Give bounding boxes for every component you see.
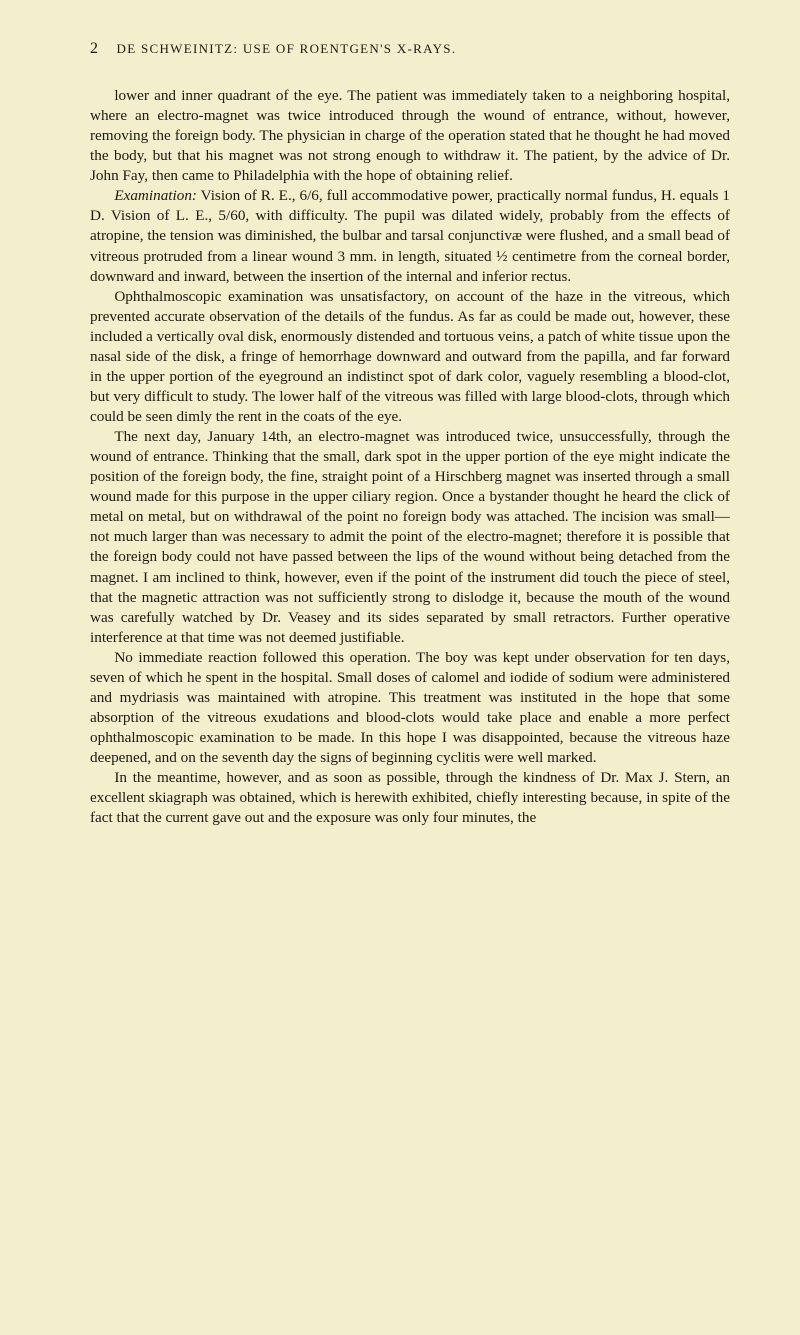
paragraph-5: No immediate reaction followed this oper… xyxy=(90,648,730,768)
body-text: lower and inner quadrant of the eye. The… xyxy=(90,86,730,828)
page-number: 2 xyxy=(90,40,99,58)
document-page: 2 DE SCHWEINITZ: USE OF ROENTGEN'S X-RAY… xyxy=(0,0,800,1335)
running-title: DE SCHWEINITZ: USE OF ROENTGEN'S X-RAYS. xyxy=(117,41,457,56)
examination-term: Examination: xyxy=(114,187,197,204)
paragraph-1: lower and inner quadrant of the eye. The… xyxy=(90,86,730,186)
paragraph-3: Ophthalmoscopic examination was unsatisf… xyxy=(90,287,730,427)
paragraph-2: Examination: Vision of R. E., 6/6, full … xyxy=(90,186,730,286)
paragraph-6: In the meantime, however, and as soon as… xyxy=(90,768,730,828)
paragraph-4: The next day, January 14th, an electro-m… xyxy=(90,427,730,648)
running-header: 2 DE SCHWEINITZ: USE OF ROENTGEN'S X-RAY… xyxy=(90,40,730,58)
